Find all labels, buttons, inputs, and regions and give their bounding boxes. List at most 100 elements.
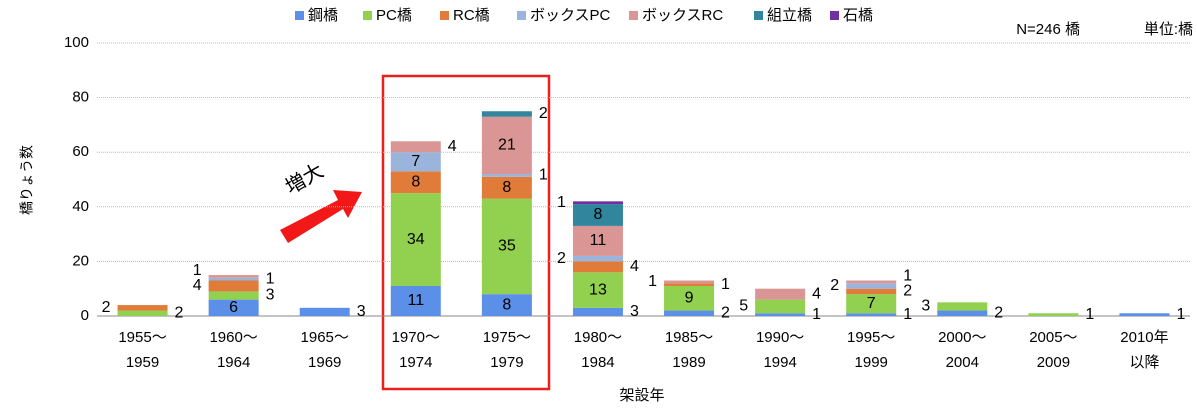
y-tick-label: 100: [64, 34, 89, 51]
data-label: 3: [921, 298, 930, 315]
data-label: 2: [721, 304, 730, 321]
x-axis-title: 架設年: [619, 387, 664, 404]
y-tick-label: 20: [72, 252, 89, 269]
x-tick-label: 2005〜: [1029, 329, 1077, 346]
data-label: 1: [1176, 306, 1185, 323]
x-tick-label: 2010年: [1120, 329, 1168, 346]
legend-label: 鋼橋: [308, 7, 338, 24]
y-tick-label: 40: [72, 198, 89, 215]
data-label: 2: [830, 277, 839, 294]
legend-swatch: [754, 11, 763, 20]
x-tick-label: 1995〜: [847, 329, 895, 346]
legend-swatch: [295, 11, 304, 20]
bar-segment: [208, 291, 259, 300]
data-label: 11: [590, 232, 607, 249]
bar-segment: [1119, 313, 1170, 316]
highlight-box: [381, 74, 551, 391]
unit: 単位:橋: [1144, 21, 1193, 38]
data-label: 9: [685, 289, 694, 306]
data-label: 3: [357, 303, 366, 320]
bar-segment: [481, 198, 532, 295]
bar-segment: [572, 225, 623, 256]
bar-segment: [572, 204, 623, 226]
bar-segment: [117, 310, 168, 316]
x-tick-label: 2004: [946, 354, 979, 371]
data-label: 2: [539, 105, 548, 122]
bar-segment: [390, 152, 441, 172]
bar-segment: [572, 201, 623, 205]
data-label: 1: [539, 167, 548, 184]
x-tick-label: 1990〜: [756, 329, 804, 346]
bar-segment: [846, 294, 897, 314]
legend-swatch: [830, 11, 839, 20]
bar-segment: [390, 193, 441, 286]
bar-segment: [299, 307, 350, 316]
x-tick-label: 1980〜: [574, 329, 622, 346]
bar-segment: [755, 288, 806, 300]
bar-segment: [664, 283, 715, 286]
x-tick-label: 2000〜: [938, 329, 986, 346]
bar-segment: [208, 280, 259, 292]
x-tick-label: 1985〜: [665, 329, 713, 346]
data-label: 1: [266, 270, 275, 287]
bar-segment: [481, 174, 532, 177]
x-tick-label: 1974: [399, 354, 432, 371]
data-label: 4: [193, 277, 202, 294]
data-label: 6: [229, 299, 238, 316]
bar-segment: [481, 176, 532, 199]
x-tick-label: 1969: [308, 354, 341, 371]
bar-segment: [664, 280, 715, 284]
bar-segment: [1028, 313, 1079, 316]
data-label: 8: [411, 173, 420, 190]
bar-segment: [937, 302, 988, 311]
x-tick-label: 1955〜: [118, 329, 166, 346]
data-label: 1: [903, 268, 912, 285]
bar-segment: [481, 294, 532, 316]
x-tick-label: 以降: [1129, 354, 1159, 371]
y-tick-label: 0: [81, 307, 89, 324]
legend-swatch: [440, 11, 449, 20]
x-tick-label: 1960〜: [209, 329, 257, 346]
data-label: 1: [1085, 306, 1094, 323]
data-label: 35: [498, 238, 516, 255]
legend-label: ボックスPC: [530, 7, 611, 24]
data-label: 1: [648, 273, 657, 290]
data-label: 13: [589, 281, 607, 298]
data-label: 1: [193, 262, 202, 279]
bar-segment: [937, 310, 988, 316]
data-label: 4: [630, 258, 639, 275]
x-tick-label: 1975〜: [483, 329, 531, 346]
bar-segment: [390, 171, 441, 194]
x-tick-label: 1994: [763, 354, 796, 371]
bar-segment: [846, 283, 897, 289]
data-label: 34: [407, 231, 425, 248]
bar-segment: [846, 313, 897, 316]
bar-segment: [390, 285, 441, 316]
bar-segment: [846, 288, 897, 295]
bar-segment: [572, 307, 623, 316]
x-tick-label: 2009: [1037, 354, 1070, 371]
x-tick-label: 1984: [581, 354, 614, 371]
bar-segment: [572, 272, 623, 308]
x-tick-label: 1970〜: [392, 329, 440, 346]
annotation-increase: 増大: [281, 159, 327, 199]
data-label: 1: [903, 306, 912, 323]
bar-segment: [664, 310, 715, 316]
data-label: 1: [721, 276, 730, 293]
sample-size: N=246 橋: [1016, 21, 1080, 38]
data-label: 2: [557, 250, 566, 267]
x-tick-label: 1989: [672, 354, 705, 371]
bar-segment: [481, 111, 532, 117]
legend-label: PC橋: [376, 7, 412, 24]
legend-swatch: [517, 11, 526, 20]
y-tick-label: 80: [72, 89, 89, 106]
x-tick-label: 1965〜: [301, 329, 349, 346]
data-label: 2: [903, 283, 912, 300]
y-axis-title: 橋りょう数: [19, 145, 35, 215]
y-tick-label: 60: [72, 143, 89, 160]
data-label: 2: [175, 304, 184, 321]
bar-segment: [755, 313, 806, 316]
data-label: 7: [867, 295, 876, 312]
legend-label: ボックスRC: [642, 7, 723, 24]
x-tick-label: 1959: [126, 354, 159, 371]
